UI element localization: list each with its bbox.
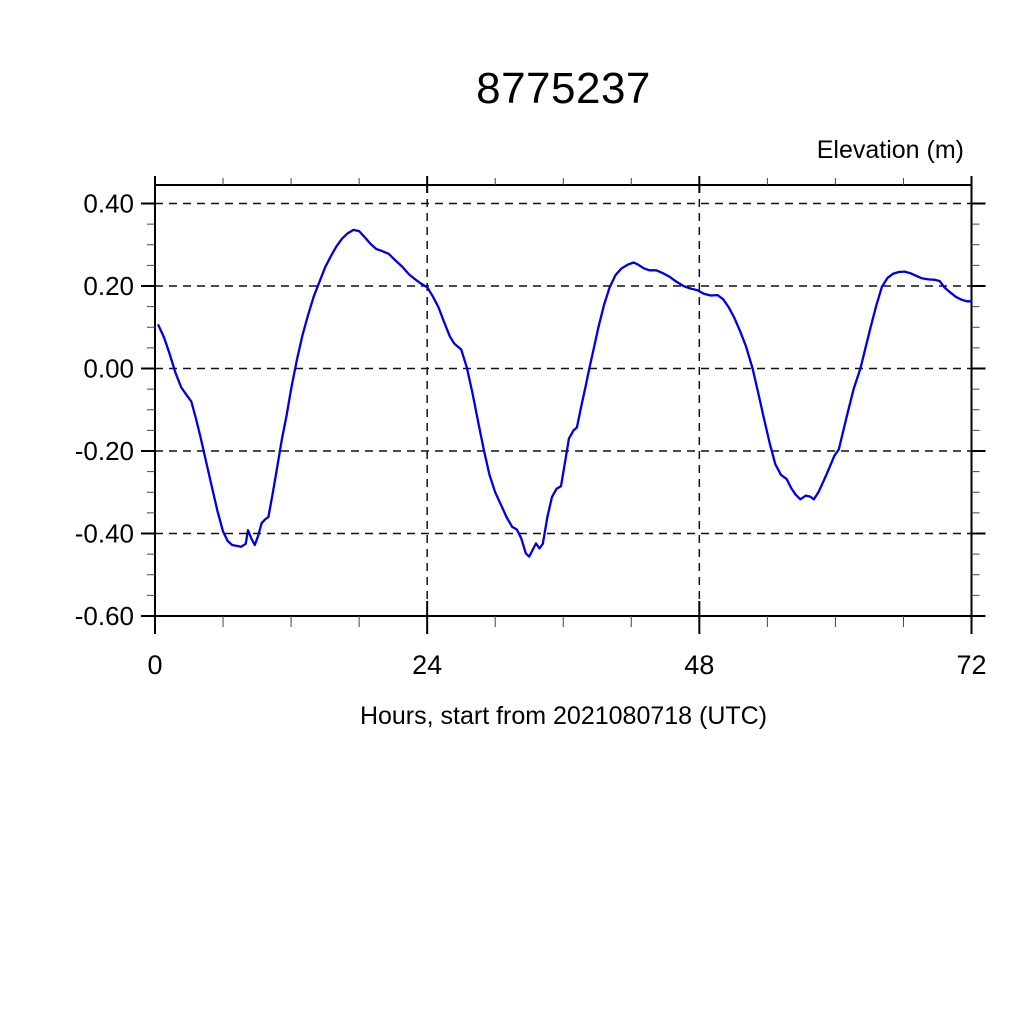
- elevation-line: [157, 228, 973, 558]
- y-tick-label: -0.60: [75, 601, 134, 631]
- x-axis-label: Hours, start from 2021080718 (UTC): [359, 702, 768, 730]
- x-tick-label: 0: [147, 650, 162, 680]
- y-axis-label: Elevation (m): [816, 136, 964, 164]
- y-tick-label: 0.00: [83, 354, 134, 384]
- x-tick-label: 48: [684, 650, 714, 680]
- y-tick-label: 0.20: [83, 271, 134, 301]
- y-tick-label: -0.40: [75, 519, 134, 549]
- x-tick-label: 24: [412, 650, 442, 680]
- y-tick-label: 0.40: [83, 189, 134, 219]
- chart-title: 8775237: [476, 64, 651, 113]
- plot-frame: [154, 184, 973, 617]
- y-tick-label: -0.20: [75, 436, 134, 466]
- x-tick-label: 72: [956, 650, 986, 680]
